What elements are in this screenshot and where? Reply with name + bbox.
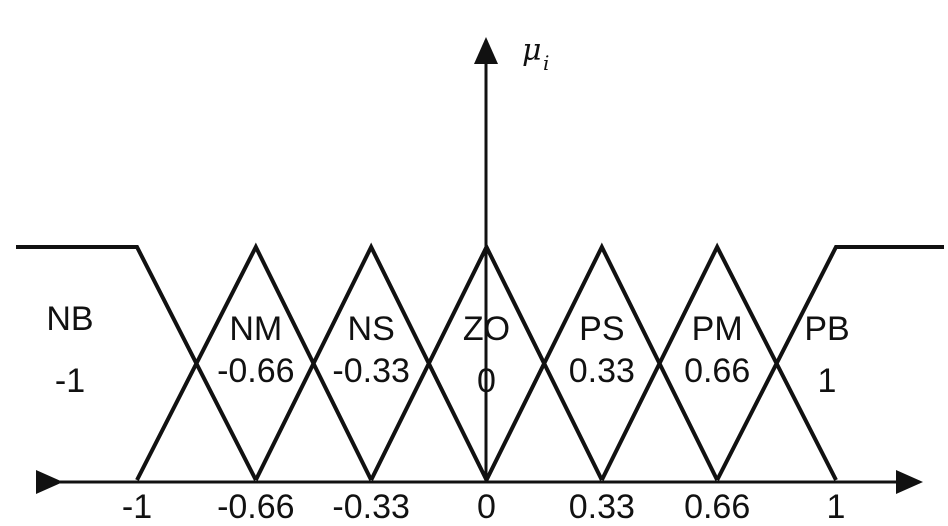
membership-functions [16, 242, 944, 481]
set-name-pm: PM [692, 310, 743, 348]
set-center-nb: -1 [55, 362, 85, 400]
x-tick-label: 0 [477, 488, 496, 526]
mf-zo [369, 242, 604, 481]
set-center-zo: 0 [477, 362, 496, 400]
set-center-ps: 0.33 [569, 352, 635, 390]
fuzzy-set-labels: NB -1 NM -0.66 NS -0.33 ZO 0 PS 0.33 PM 0.66 PB 1 [46, 300, 849, 400]
set-center-pm: 0.66 [684, 352, 750, 390]
x-tick-label: -1 [122, 488, 152, 526]
mf-nb [16, 245, 258, 481]
x-tick-label: 0.33 [569, 488, 635, 526]
mf-pb [715, 245, 944, 481]
x-tick-label: 1 [827, 488, 846, 526]
mf-pm [600, 242, 838, 481]
set-name-pb: PB [804, 310, 849, 348]
mf-nm [135, 242, 373, 481]
y-axis-label: μ [522, 33, 542, 68]
x-tick-label: 0.66 [684, 488, 750, 526]
y-axis-label-subscript: i [543, 51, 549, 75]
set-name-nb: NB [46, 300, 93, 338]
set-center-ns: -0.33 [332, 352, 410, 390]
x-tick-label: -0.33 [332, 488, 410, 526]
set-name-ns: NS [348, 310, 395, 348]
set-name-zo: ZO [463, 310, 510, 348]
set-name-ps: PS [579, 310, 624, 348]
x-tick-labels: -1 -0.66 -0.33 0 0.33 0.66 1 [122, 488, 846, 526]
set-name-nm: NM [229, 310, 282, 348]
set-center-nm: -0.66 [217, 352, 295, 390]
mf-ns [254, 242, 489, 481]
x-tick-label: -0.66 [217, 488, 295, 526]
set-center-pb: 1 [818, 362, 837, 400]
mf-ps [484, 242, 719, 481]
